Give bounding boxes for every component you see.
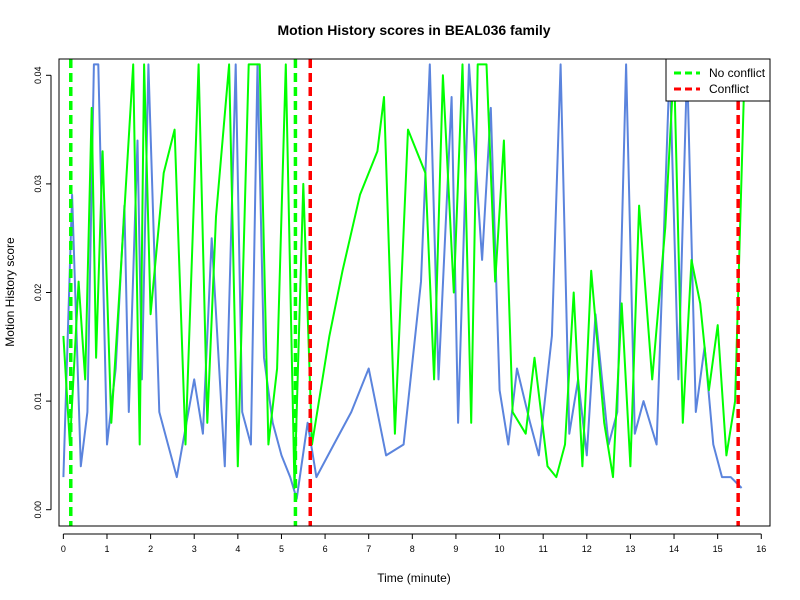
y-tick-label-0: 0.00 — [33, 501, 43, 519]
x-tick-label-2: 2 — [148, 544, 153, 554]
x-tick-label-13: 13 — [625, 544, 635, 554]
x-axis-label: Time (minute) — [377, 571, 451, 585]
event-lines-layer — [69, 59, 740, 526]
x-axis: 0 1 2 3 4 5 6 7 8 9 10 11 12 13 14 15 16 — [61, 533, 766, 554]
x-tick-label-4: 4 — [235, 544, 240, 554]
y-tick-label-4: 0.04 — [33, 67, 43, 85]
x-tick-label-16: 16 — [756, 544, 766, 554]
plot-frame — [58, 58, 771, 527]
x-tick-label-3: 3 — [192, 544, 197, 554]
x-tick-label-10: 10 — [495, 544, 505, 554]
x-tick-label-11: 11 — [539, 544, 548, 554]
x-tick-label-12: 12 — [582, 544, 592, 554]
x-tick-label-0: 0 — [61, 544, 66, 554]
chart-title: Motion History scores in BEAL036 family — [277, 22, 550, 38]
y-tick-label-2: 0.02 — [33, 284, 43, 302]
y-tick-label-1: 0.01 — [33, 392, 43, 410]
x-tick-label-1: 1 — [104, 544, 109, 554]
x-tick-label-14: 14 — [669, 544, 679, 554]
y-axis-label: Motion History score — [3, 237, 17, 347]
series-line-1 — [62, 63, 745, 489]
x-tick-label-5: 5 — [279, 544, 284, 554]
x-tick-label-7: 7 — [366, 544, 371, 554]
x-tick-label-9: 9 — [453, 544, 458, 554]
legend-box — [665, 58, 771, 102]
series-layer — [62, 63, 745, 500]
y-tick-label-3: 0.03 — [33, 175, 43, 193]
x-tick-label-8: 8 — [410, 544, 415, 554]
legend: No conflict Conflict — [665, 58, 771, 102]
x-tick-label-6: 6 — [323, 544, 328, 554]
x-tick-label-15: 15 — [713, 544, 723, 554]
series-line-0 — [62, 63, 743, 500]
legend-no-conflict-label: No conflict — [709, 66, 766, 80]
legend-conflict-label: Conflict — [709, 82, 750, 96]
y-axis: 0.00 0.01 0.02 0.03 0.04 — [33, 67, 52, 519]
